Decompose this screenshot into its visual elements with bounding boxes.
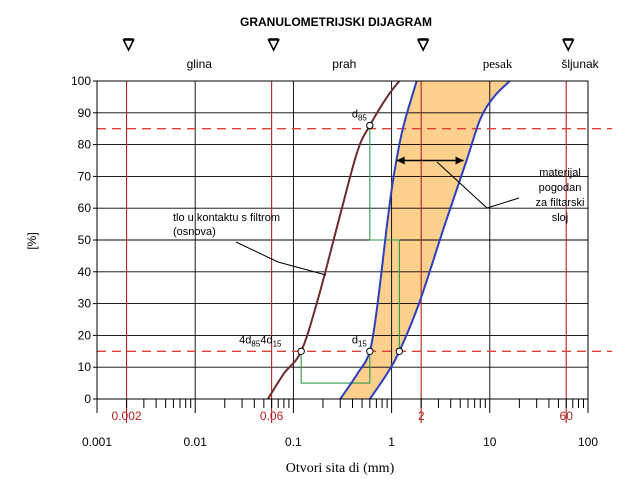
x-tick-label: 1 — [388, 435, 395, 449]
annotation-point — [366, 121, 374, 130]
soil-zone-label: šljunak — [561, 57, 599, 71]
boundary-label: 60 — [560, 409, 574, 423]
y-axis-label: [%] — [25, 232, 39, 249]
boundary-label: 0.06 — [260, 409, 284, 423]
y-tick-label: 40 — [78, 265, 92, 279]
label-base: d — [352, 109, 358, 121]
label-base: 4d — [239, 334, 251, 346]
label-base: d — [352, 334, 358, 346]
annotation-point — [366, 347, 374, 355]
base-soil-pointer — [235, 241, 327, 276]
filter-pointer — [436, 161, 520, 209]
x-tick-label: 0.001 — [82, 435, 112, 449]
label-sub: 15 — [273, 339, 282, 348]
boundary-triangle-icon — [416, 39, 430, 52]
y-tick-label: 50 — [78, 233, 92, 247]
series-line-filter-band-coarse — [368, 81, 511, 399]
boundary-triangle-icon — [561, 39, 575, 52]
y-tick-label: 0 — [84, 392, 91, 406]
y-tick-label: 30 — [78, 297, 92, 311]
green-guide — [300, 351, 371, 384]
four-d-labels: 4d854d15 — [239, 334, 282, 348]
label-sub: 85 — [358, 114, 367, 123]
soil-zone-label: prah — [332, 57, 356, 71]
x-tick-label: 100 — [578, 435, 598, 449]
annotation-point — [297, 347, 305, 355]
x-tick-label: 0.1 — [285, 435, 302, 449]
reference-lines — [97, 127, 612, 352]
soil-zone-row: glina prah pesak šljunak — [122, 38, 600, 71]
boundary-lines: 0.002 0.06 2 60 — [112, 81, 574, 423]
series-line-filter-band-fine — [339, 81, 418, 399]
base-soil-annotation-line: tlo u kontaktu s filtrom — [173, 212, 280, 224]
y-tick-label: 60 — [78, 201, 92, 215]
y-tick-label: 90 — [78, 106, 92, 120]
filter-annotation-line: pogodan — [539, 182, 582, 194]
boundary-label: 2 — [418, 409, 425, 423]
filter-annotation-line: sloj — [552, 212, 569, 224]
annotation-point-label: d85 — [352, 109, 368, 123]
y-tick-label: 100 — [71, 74, 91, 88]
label-sub: 85 — [251, 339, 260, 348]
chart-title: GRANULOMETRIJSKI DIJAGRAM — [240, 15, 432, 29]
x-tick-label: 10 — [483, 435, 497, 449]
annotation-point-label: d15 — [352, 334, 368, 348]
y-tick-label: 70 — [78, 169, 92, 183]
arrow-head-left-icon — [396, 156, 405, 165]
boundary-triangle-icon — [267, 39, 280, 52]
series-curves — [267, 81, 511, 399]
x-tick-label: 0.01 — [184, 435, 208, 449]
y-tick-label: 10 — [78, 360, 92, 374]
soil-zone-label: glina — [187, 57, 213, 71]
annotation-point — [395, 347, 404, 355]
x-axis-label: Otvori sita di (mm) — [286, 461, 395, 476]
label-base: 4d — [260, 334, 272, 346]
filter-annotation-line: za filtarski — [536, 197, 585, 209]
boundary-triangle-icon — [122, 39, 135, 52]
soil-zone-label: pesak — [483, 56, 513, 71]
arrow-head-right-icon — [455, 156, 464, 165]
label-sub: 15 — [358, 339, 367, 348]
y-tick-label: 20 — [78, 328, 92, 342]
y-tick-label: 80 — [78, 138, 92, 152]
series-line-base-soil — [267, 81, 401, 399]
filter-annotation-line: materijal — [539, 167, 581, 179]
axis-ticks: 0 10 20 30 40 50 60 70 80 90 100 0.001 0.01 0.1 1 10 100 — [71, 74, 598, 449]
base-soil-annotation-line: (osnova) — [173, 226, 216, 238]
boundary-label: 0.002 — [112, 409, 142, 423]
